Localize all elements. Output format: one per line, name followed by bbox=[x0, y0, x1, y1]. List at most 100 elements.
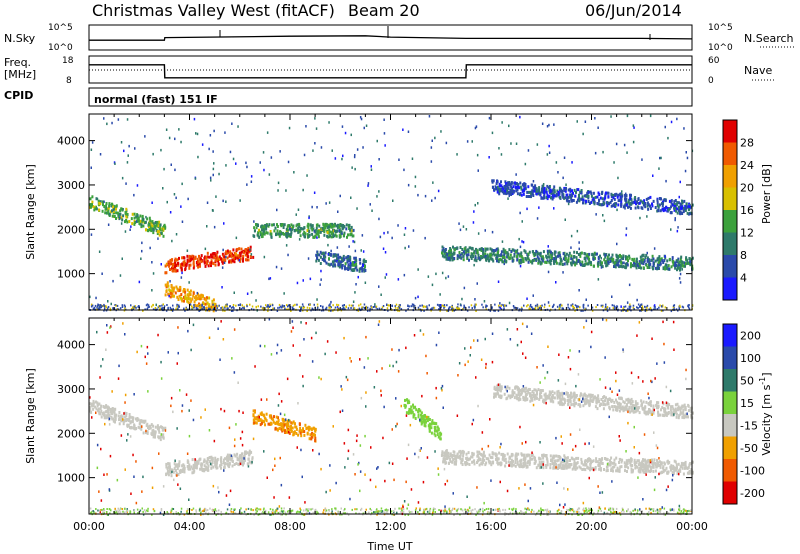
scatter-cell bbox=[206, 225, 208, 228]
scatter-cell bbox=[570, 254, 573, 258]
scatter-cell bbox=[180, 140, 182, 144]
scatter-cell bbox=[414, 305, 416, 307]
scatter-cell bbox=[200, 257, 202, 261]
scatter-cell bbox=[191, 458, 194, 462]
scatter-cell bbox=[672, 263, 675, 267]
scatter-cell bbox=[668, 257, 671, 261]
scatter-cell bbox=[614, 307, 616, 310]
scatter-cell bbox=[213, 308, 215, 311]
scatter-cell bbox=[354, 256, 357, 260]
scatter-cell bbox=[671, 256, 674, 260]
scatter-cell bbox=[384, 251, 387, 254]
scatter-cell bbox=[523, 304, 525, 307]
scatter-cell bbox=[186, 288, 189, 292]
scatter-cell bbox=[652, 261, 655, 265]
scatter-cell bbox=[546, 249, 549, 253]
scatter-cell bbox=[613, 261, 616, 265]
scatter-cell bbox=[148, 216, 151, 220]
scatter-cell bbox=[328, 306, 330, 309]
scatter-cell bbox=[510, 250, 513, 253]
scatter-cell bbox=[299, 426, 302, 430]
scatter-cell bbox=[565, 252, 568, 256]
scatter-cell bbox=[566, 199, 569, 203]
scatter-cell bbox=[275, 420, 278, 424]
scatter-cell bbox=[451, 258, 454, 262]
scatter-cell bbox=[326, 234, 329, 238]
scatter-cell bbox=[582, 463, 585, 467]
scatter-cell bbox=[165, 285, 168, 289]
scatter-cell bbox=[535, 192, 538, 196]
scatter-cell bbox=[129, 228, 131, 231]
scatter-cell bbox=[679, 272, 682, 276]
scatter-cell bbox=[192, 262, 195, 266]
scatter-cell bbox=[199, 264, 201, 268]
scatter-cell bbox=[223, 255, 226, 259]
scatter-cell bbox=[244, 452, 246, 456]
scatter-cell bbox=[521, 183, 524, 187]
scatter-cell bbox=[619, 195, 622, 199]
scatter-cell bbox=[664, 306, 667, 309]
scatter-cell bbox=[216, 457, 219, 461]
scatter-cell bbox=[332, 263, 335, 267]
scatter-cell bbox=[589, 458, 592, 462]
scatter-cell bbox=[250, 175, 253, 178]
scatter-cell bbox=[105, 306, 108, 309]
scatter-cell bbox=[502, 452, 505, 456]
scatter-cell bbox=[314, 229, 317, 233]
scatter-cell bbox=[637, 459, 640, 463]
scatter-cell bbox=[539, 463, 542, 467]
scatter-cell bbox=[158, 233, 161, 237]
scatter-cell bbox=[313, 191, 316, 194]
scatter-cell bbox=[142, 419, 145, 423]
scatter-cell bbox=[274, 226, 277, 230]
scatter-cell bbox=[448, 249, 451, 253]
scatter-cell bbox=[488, 156, 490, 159]
scatter-cell bbox=[654, 206, 657, 209]
scatter-cell bbox=[586, 262, 589, 266]
scatter-cell bbox=[594, 151, 597, 155]
scatter-cell bbox=[369, 203, 371, 206]
scatter-cell bbox=[594, 117, 596, 120]
scatter-cell bbox=[211, 209, 214, 212]
scatter-cell bbox=[193, 465, 196, 469]
scatter-cell bbox=[164, 225, 167, 229]
scatter-cell bbox=[611, 461, 614, 465]
scatter-cell bbox=[224, 309, 226, 312]
scatter-cell bbox=[561, 263, 564, 266]
noise-sky-line bbox=[89, 35, 693, 41]
scatter-cell bbox=[211, 255, 214, 259]
scatter-cell bbox=[282, 226, 285, 229]
scatter-cell bbox=[311, 228, 314, 232]
scatter-cell bbox=[231, 459, 234, 463]
scatter-cell bbox=[330, 253, 333, 257]
scatter-cell bbox=[670, 265, 673, 269]
colorbar-segment bbox=[723, 187, 737, 210]
scatter-cell bbox=[461, 297, 463, 301]
scatter-cell bbox=[174, 269, 177, 273]
scatter-cell bbox=[520, 258, 523, 262]
scatter-cell bbox=[144, 135, 146, 138]
scatter-cell bbox=[550, 459, 552, 462]
scatter-cell bbox=[298, 230, 301, 234]
scatter-cell bbox=[641, 206, 644, 210]
scatter-cell bbox=[239, 259, 242, 263]
scatter-cell bbox=[512, 305, 515, 307]
scatter-cell bbox=[349, 256, 352, 260]
scatter-cell bbox=[624, 265, 627, 269]
scatter-cell bbox=[261, 232, 264, 236]
scatter-cell bbox=[199, 467, 202, 471]
power-x-ticks bbox=[88, 114, 693, 310]
scatter-cell bbox=[682, 209, 685, 213]
scatter-cell bbox=[673, 459, 676, 463]
scatter-cell bbox=[383, 231, 385, 235]
scatter-cell bbox=[538, 461, 541, 464]
scatter-cell bbox=[533, 307, 535, 310]
scatter-cell bbox=[298, 423, 301, 426]
scatter-cell bbox=[315, 253, 318, 257]
colorbar-segment bbox=[723, 232, 737, 255]
scatter-cell bbox=[481, 459, 484, 463]
scatter-cell bbox=[484, 463, 487, 467]
scatter-cell bbox=[357, 309, 360, 312]
scatter-cell bbox=[428, 422, 431, 426]
